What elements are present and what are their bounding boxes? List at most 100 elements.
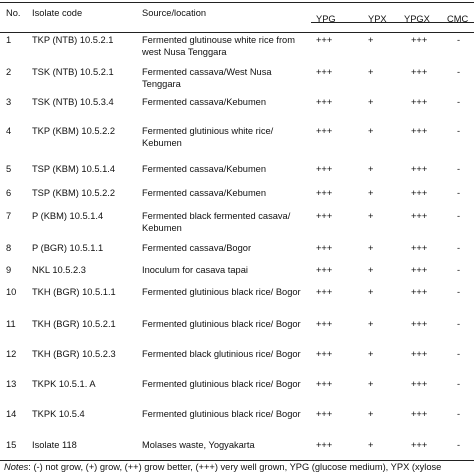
source-location: Fermented cassava/Kebumen — [142, 188, 267, 198]
isolate-code: TKH (BGR) 10.5.1.1 — [32, 287, 116, 297]
ypg-result: +++ — [316, 164, 333, 174]
ypx-result: + — [368, 379, 374, 389]
cmc-result: - — [457, 211, 461, 221]
cmc-result: - — [457, 409, 461, 419]
source-location: Fermented glutinious white rice/ Kebumen — [142, 126, 274, 148]
ypgx-result: +++ — [411, 440, 428, 450]
header-isolate-code: Isolate code — [32, 8, 83, 18]
isolate-code: TKPK 10.5.4 — [32, 409, 85, 419]
source-location: Fermented black glutinious rice/ Bogor — [142, 349, 301, 359]
cmc-result: - — [457, 67, 461, 77]
ypg-result: +++ — [316, 349, 333, 359]
table-row: 3 TSK (NTB) 10.5.3.4 Fermented cassava/Keb… — [0, 97, 474, 125]
table-row: 10 TKH (BGR) 10.5.1.1 Fermented glutinious… — [0, 287, 474, 315]
table-notes: Notes: (-) not grow, (+) grow, (++) grow… — [4, 462, 441, 474]
ypx-result: + — [368, 67, 374, 77]
table-row: 1 TKP (NTB) 10.5.2.1 Fermented glutinouse … — [0, 35, 474, 63]
source-location: Fermented glutinious black rice/ Bogor — [142, 319, 301, 329]
table-row: 12 TKH (BGR) 10.5.2.3 Fermented black glut… — [0, 349, 474, 377]
notes-text: : (-) not grow, (+) grow, (++) grow bett… — [28, 462, 442, 472]
table-row: 9 NKL 10.5.2.3 Inoculum for casava tapai ++… — [0, 265, 474, 293]
ypgx-result: +++ — [411, 67, 428, 77]
ypx-result: + — [368, 97, 374, 107]
ypx-result: + — [368, 319, 374, 329]
ypgx-result: +++ — [411, 126, 428, 136]
cmc-result: - — [457, 97, 461, 107]
cmc-result: - — [457, 243, 461, 253]
isolate-code: TKH (BGR) 10.5.2.3 — [32, 349, 116, 359]
source-location: Fermented cassava/West Nusa Tenggara — [142, 67, 272, 89]
table-top-rule — [0, 2, 474, 3]
row-number: 14 — [6, 409, 17, 419]
table-row: 15 Isolate 118 Molases waste, Yogyakarta ++… — [0, 440, 474, 468]
table-row: 4 TKP (KBM) 10.5.2.2 Fermented glutinious … — [0, 126, 474, 154]
ypg-result: +++ — [316, 97, 333, 107]
row-number: 15 — [6, 440, 17, 450]
ypgx-result: +++ — [411, 379, 428, 389]
source-location: Fermented glutinious black rice/ Bogor — [142, 409, 301, 419]
source-location: Fermented glutinious black rice/ Bogor — [142, 287, 301, 297]
cmc-result: - — [457, 287, 461, 297]
ypx-result: + — [368, 440, 374, 450]
ypg-result: +++ — [316, 188, 333, 198]
cmc-result: - — [457, 164, 461, 174]
row-number: 4 — [6, 126, 12, 136]
ypg-result: +++ — [316, 126, 333, 136]
isolate-code: NKL 10.5.2.3 — [32, 265, 86, 275]
isolate-code: TSK (NTB) 10.5.2.1 — [32, 67, 114, 77]
row-number: 1 — [6, 35, 12, 45]
header-bottom-rule — [0, 32, 474, 33]
ypg-result: +++ — [316, 287, 333, 297]
header-cmc: CMC — [447, 14, 469, 24]
source-location: Fermented cassava/Kebumen — [142, 97, 267, 107]
isolate-code: TKH (BGR) 10.5.2.1 — [32, 319, 116, 329]
ypg-result: +++ — [316, 379, 333, 389]
row-number: 2 — [6, 67, 12, 77]
cmc-result: - — [457, 379, 461, 389]
isolate-code: TSP (KBM) 10.5.2.2 — [32, 188, 116, 198]
ypg-result: +++ — [316, 67, 333, 77]
ypgx-result: +++ — [411, 211, 428, 221]
table-bottom-rule — [0, 460, 474, 461]
header-no: No. — [6, 8, 21, 18]
source-location: Inoculum for casava tapai — [142, 265, 248, 275]
table-row: 13 TKPK 10.5.1. A Fermented glutinious bla… — [0, 379, 474, 407]
ypx-result: + — [368, 126, 374, 136]
table-row: 8 P (BGR) 10.5.1.1 Fermented cassava/Bogor… — [0, 243, 474, 271]
ypx-result: + — [368, 211, 374, 221]
ypg-result: +++ — [316, 35, 333, 45]
ypgx-result: +++ — [411, 265, 428, 275]
source-location: Fermented glutinious black rice/ Bogor — [142, 379, 301, 389]
ypg-result: +++ — [316, 319, 333, 329]
cmc-result: - — [457, 188, 461, 198]
ypx-result: + — [368, 188, 374, 198]
cmc-result: - — [457, 349, 461, 359]
header-source-location: Source/location — [142, 8, 207, 18]
ypgx-result: +++ — [411, 97, 428, 107]
isolate-code: TKPK 10.5.1. A — [32, 379, 96, 389]
table-row: 7 P (KBM) 10.5.1.4 Fermented black ferment… — [0, 211, 474, 239]
cmc-result: - — [457, 319, 461, 329]
header-ypgx: YPGX — [404, 14, 430, 24]
row-number: 12 — [6, 349, 17, 359]
isolate-code: TKP (KBM) 10.5.2.2 — [32, 126, 116, 136]
ypx-result: + — [368, 349, 374, 359]
isolate-code: TSK (NTB) 10.5.3.4 — [32, 97, 114, 107]
table-row: 5 TSP (KBM) 10.5.1.4 Fermented cassava/Keb… — [0, 164, 474, 192]
isolate-code: TSP (KBM) 10.5.1.4 — [32, 164, 116, 174]
table-row: 2 TSK (NTB) 10.5.2.1 Fermented cassava/Wes… — [0, 67, 474, 95]
source-location: Fermented glutinouse white rice from wes… — [142, 35, 295, 57]
isolate-code: P (KBM) 10.5.1.4 — [32, 211, 104, 221]
cmc-result: - — [457, 440, 461, 450]
isolate-code: Isolate 118 — [32, 440, 77, 450]
ypx-result: + — [368, 287, 374, 297]
row-number: 8 — [6, 243, 12, 253]
source-location: Molases waste, Yogyakarta — [142, 440, 255, 450]
ypgx-result: +++ — [411, 164, 428, 174]
row-number: 13 — [6, 379, 17, 389]
row-number: 7 — [6, 211, 12, 221]
ypx-result: + — [368, 265, 374, 275]
ypgx-result: +++ — [411, 243, 428, 253]
row-number: 6 — [6, 188, 12, 198]
